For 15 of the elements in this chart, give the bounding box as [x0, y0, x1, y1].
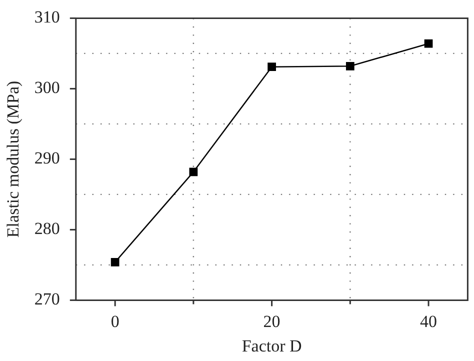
x-axis-title: Factor D [242, 336, 302, 356]
y-tick-label: 300 [34, 78, 60, 98]
point [424, 39, 433, 48]
point [110, 258, 120, 266]
x-tick-label: 40 [420, 312, 438, 331]
y-tick-label: 290 [34, 148, 60, 168]
point [346, 62, 354, 70]
y-tick-label: 310 [34, 8, 60, 27]
point [268, 62, 276, 72]
y-axis-title: Elastic modulus (MPa) [4, 80, 23, 238]
x-tick-label: 0 [110, 312, 120, 331]
point [189, 168, 198, 176]
x-tick-label: 20 [263, 312, 280, 331]
y-tick-label: 280 [34, 219, 60, 238]
y-tick-label: 270 [34, 290, 60, 309]
